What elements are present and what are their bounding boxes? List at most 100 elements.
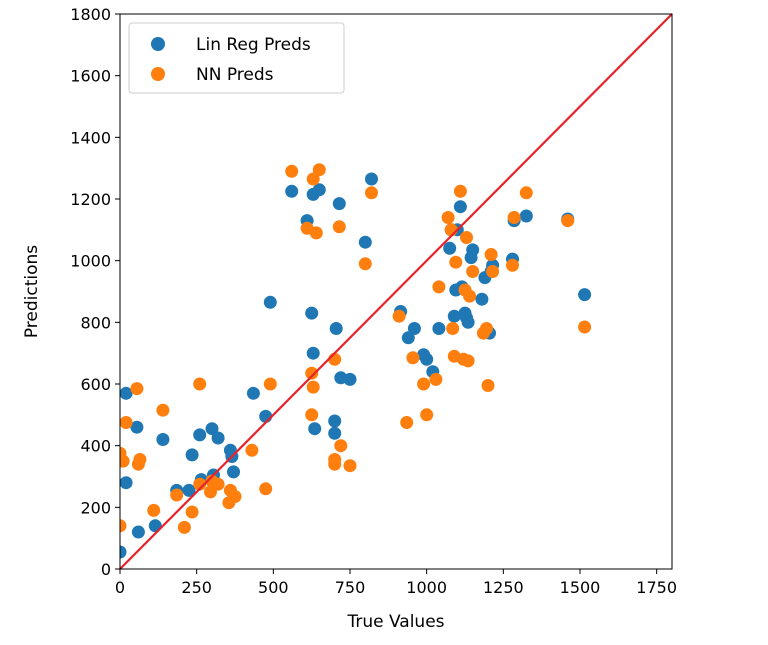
y-axis-title: Predictions: [22, 245, 42, 338]
data-point-nn: [358, 257, 372, 271]
data-point-nn: [446, 322, 460, 335]
data-point-nn: [120, 416, 133, 429]
y-tick-label: 1400: [70, 128, 111, 147]
data-point-lin-reg: [308, 422, 322, 436]
data-point-nn: [263, 377, 277, 391]
data-point-nn: [312, 163, 326, 177]
data-point-nn: [466, 265, 480, 278]
data-point-nn: [245, 443, 259, 457]
data-point-nn: [480, 322, 493, 335]
data-point-nn: [420, 408, 434, 422]
data-point-nn: [147, 503, 161, 517]
data-point-lin-reg: [328, 414, 342, 428]
data-point-lin-reg: [407, 322, 421, 335]
data-point-nn: [406, 351, 420, 365]
data-point-nn: [120, 519, 127, 533]
y-tick-label: 1600: [70, 67, 111, 86]
data-point-nn: [441, 211, 455, 224]
x-tick-label: 750: [335, 578, 366, 597]
data-point-lin-reg: [365, 172, 378, 186]
data-point-nn: [365, 186, 378, 200]
data-point-nn: [449, 255, 463, 269]
data-point-nn: [460, 231, 473, 244]
data-point-lin-reg: [120, 476, 133, 490]
data-point-lin-reg: [358, 235, 372, 249]
data-point-nn: [506, 258, 519, 272]
legend: Lin Reg Preds NN Preds: [128, 22, 345, 94]
data-point-nn: [285, 164, 299, 178]
data-point-lin-reg: [461, 315, 475, 329]
legend-label-nn: NN Preds: [196, 65, 274, 85]
y-tick-label: 200: [80, 498, 111, 517]
data-point-lin-reg: [305, 306, 319, 320]
data-point-lin-reg: [263, 295, 277, 309]
data-point-nn: [453, 184, 467, 198]
data-point-nn: [170, 488, 184, 502]
x-axis: 0 250 500 750 1000 1250 1500 1750: [115, 569, 677, 597]
data-point-lin-reg: [420, 352, 434, 366]
data-point-nn: [343, 459, 357, 473]
data-point-nn: [306, 172, 320, 186]
data-point-nn: [332, 220, 346, 234]
y-tick-label: 800: [80, 313, 111, 332]
x-tick-label: 1500: [560, 578, 601, 597]
data-point-lin-reg: [453, 200, 467, 214]
y-tick-label: 0: [101, 560, 111, 579]
data-point-nn: [432, 280, 446, 294]
data-point-lin-reg: [432, 322, 446, 335]
data-point-nn: [519, 186, 533, 200]
data-point-nn: [177, 520, 191, 534]
reference-line: [119, 13, 673, 570]
data-point-lin-reg: [193, 428, 207, 442]
data-point-nn: [130, 382, 144, 396]
data-point-nn: [328, 352, 342, 366]
data-point-lin-reg: [211, 431, 225, 445]
data-point-nn: [211, 477, 225, 491]
data-point-lin-reg: [285, 184, 299, 198]
data-point-nn: [484, 248, 498, 261]
data-point-lin-reg: [475, 292, 489, 306]
data-point-nn: [328, 457, 342, 471]
data-point-nn: [481, 379, 495, 392]
y-tick-label: 1800: [70, 5, 111, 24]
data-point-lin-reg: [182, 483, 196, 497]
data-point-nn: [133, 453, 147, 466]
data-point-nn: [306, 380, 320, 394]
y-tick-label: 1200: [70, 190, 111, 209]
legend-marker-nn: [151, 67, 165, 81]
y-tick-label: 400: [80, 437, 111, 456]
data-point-lin-reg: [130, 420, 144, 434]
data-point-nn: [305, 366, 319, 380]
data-point-lin-reg: [401, 331, 415, 345]
data-point-lin-reg: [329, 322, 343, 335]
x-tick-label: 250: [181, 578, 212, 597]
data-point-nn: [417, 377, 431, 391]
legend-label-lin-reg: Lin Reg Preds: [196, 35, 311, 55]
data-point-nn: [193, 477, 207, 491]
data-point-lin-reg: [131, 525, 145, 539]
data-point-nn: [578, 320, 592, 334]
data-point-nn: [400, 416, 414, 429]
data-point-lin-reg: [227, 465, 240, 479]
data-point-nn: [309, 226, 323, 240]
legend-box: [128, 22, 345, 94]
data-point-lin-reg: [120, 545, 127, 559]
data-point-nn: [259, 482, 273, 496]
y-tick-label: 600: [80, 375, 111, 394]
data-point-nn: [429, 372, 443, 386]
x-tick-label: 500: [258, 578, 289, 597]
data-point-lin-reg: [120, 386, 133, 400]
data-point-nn: [185, 505, 199, 519]
data-point-nn: [463, 289, 477, 303]
x-axis-title: True Values: [346, 612, 444, 632]
data-point-nn: [444, 223, 458, 237]
y-axis: 0 200 400 600 800 1000 1200 1400 1600 1800: [70, 5, 120, 579]
data-point-lin-reg: [578, 288, 592, 302]
data-point-lin-reg: [306, 346, 320, 360]
plot-frame: [119, 13, 673, 570]
data-point-nn: [486, 265, 500, 278]
data-point-lin-reg: [328, 426, 342, 440]
data-point-lin-reg: [312, 183, 326, 197]
